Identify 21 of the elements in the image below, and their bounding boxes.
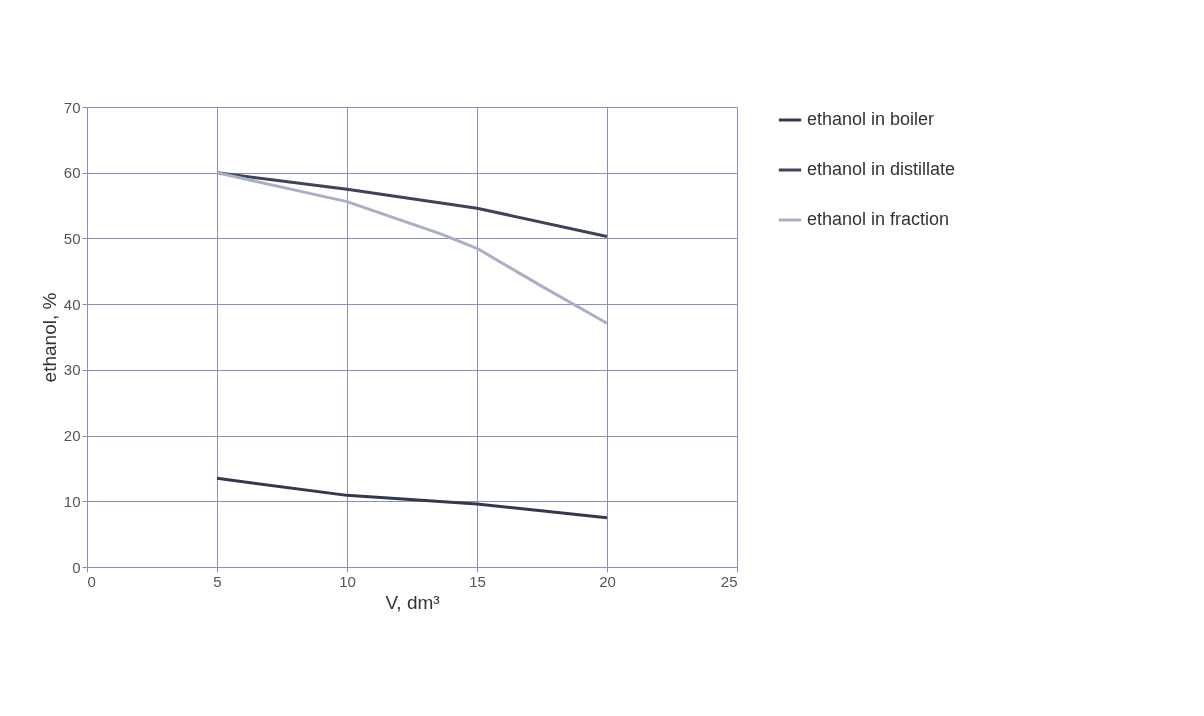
legend-label: ethanol in fraction bbox=[807, 209, 950, 229]
y-axis-title: ethanol, % bbox=[38, 292, 60, 383]
y-tick-label: 50 bbox=[63, 229, 81, 247]
y-tick-label: 40 bbox=[63, 295, 81, 313]
y-tick-label: 0 bbox=[72, 558, 81, 576]
x-tick-label: 10 bbox=[339, 572, 356, 590]
x-tick-label: 20 bbox=[599, 572, 616, 590]
line-series bbox=[215, 476, 609, 520]
x-tick-label: 15 bbox=[469, 572, 486, 590]
legend-label: ethanol in distillate bbox=[807, 159, 956, 179]
x-tick-label: 25 bbox=[720, 572, 738, 590]
y-tick-label: 70 bbox=[63, 98, 81, 116]
legend-label: ethanol in boiler bbox=[807, 109, 935, 129]
y-tick-label: 60 bbox=[63, 164, 81, 182]
y-tick-label: 20 bbox=[63, 427, 81, 445]
y-tick-label: 10 bbox=[63, 492, 81, 510]
y-tick-label: 30 bbox=[63, 361, 81, 379]
line-series bbox=[215, 171, 609, 325]
x-tick-label: 0 bbox=[87, 572, 96, 590]
x-tick-label: 5 bbox=[213, 572, 222, 590]
x-axis-title: V, dm³ bbox=[385, 591, 440, 613]
